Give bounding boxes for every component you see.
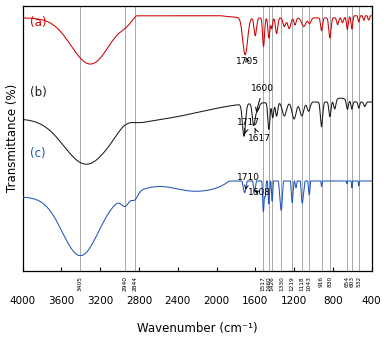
Text: 1710: 1710 xyxy=(237,173,260,189)
Text: 603: 603 xyxy=(349,276,354,287)
Y-axis label: Transmittance (%): Transmittance (%) xyxy=(5,84,19,192)
Text: 1330: 1330 xyxy=(279,276,284,291)
Text: 1705: 1705 xyxy=(236,57,259,66)
Text: 1600: 1600 xyxy=(252,84,274,111)
Text: 1426: 1426 xyxy=(270,276,275,291)
Text: 1717: 1717 xyxy=(237,118,260,133)
Text: 654: 654 xyxy=(344,276,349,287)
Text: 3405: 3405 xyxy=(78,276,83,291)
Text: (b): (b) xyxy=(31,86,47,99)
Text: 1118: 1118 xyxy=(300,276,305,291)
Text: 830: 830 xyxy=(327,276,332,287)
Text: (c): (c) xyxy=(31,147,46,160)
X-axis label: Wavenumber (cm⁻¹): Wavenumber (cm⁻¹) xyxy=(137,323,257,336)
Text: 532: 532 xyxy=(356,276,361,287)
Text: 1608: 1608 xyxy=(248,189,271,197)
Text: (a): (a) xyxy=(31,16,47,29)
Text: 2844: 2844 xyxy=(132,276,137,291)
Text: 916: 916 xyxy=(319,276,324,287)
Text: 1219: 1219 xyxy=(290,276,295,291)
Text: 1460: 1460 xyxy=(266,276,271,291)
Text: 1517: 1517 xyxy=(261,276,266,291)
Text: 2940: 2940 xyxy=(123,276,128,291)
Text: 1043: 1043 xyxy=(307,276,312,291)
Text: 1617: 1617 xyxy=(248,128,271,143)
